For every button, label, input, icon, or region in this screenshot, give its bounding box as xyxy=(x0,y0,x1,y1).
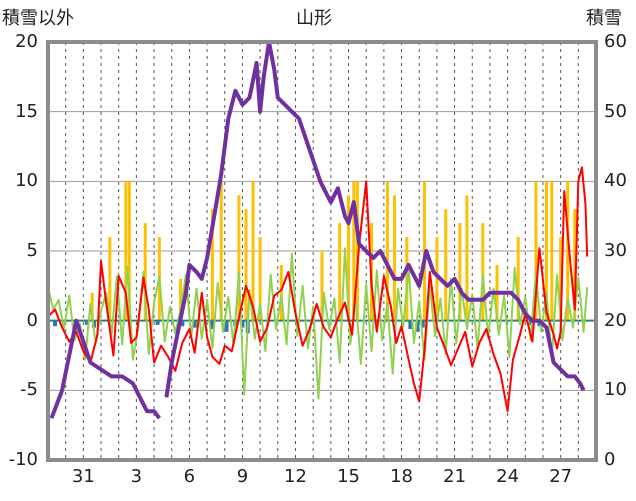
precipitation-bar xyxy=(355,181,359,321)
sunshine-bar xyxy=(210,320,215,330)
right-tick-label: 30 xyxy=(604,240,627,261)
sunshine-bar xyxy=(180,320,185,327)
precipitation-bar xyxy=(481,223,485,321)
precipitation-bar xyxy=(251,181,255,321)
x-tick-label: 3 xyxy=(130,466,143,487)
temperature-line xyxy=(47,166,589,413)
precipitation-bar xyxy=(338,223,342,321)
precipitation-bar xyxy=(545,181,549,321)
right-tick-label: 10 xyxy=(604,379,627,401)
precipitation-bar xyxy=(179,278,183,321)
precipitation-bar xyxy=(566,181,570,321)
precipitation-bar xyxy=(435,237,439,321)
plot-frame xyxy=(46,40,598,462)
precipitation-bar xyxy=(219,181,223,321)
precipitation-bar xyxy=(573,209,577,321)
precipitation-bar xyxy=(516,237,520,321)
precipitation-bar xyxy=(534,181,538,321)
x-tick-label: 12 xyxy=(284,466,307,487)
precipitation-bar xyxy=(465,195,469,321)
precipitation-bar xyxy=(127,181,131,321)
precipitation-bar xyxy=(352,181,356,321)
precipitation-bar xyxy=(237,195,241,321)
sunshine-bar xyxy=(240,320,245,328)
right-tick-label: 50 xyxy=(604,100,627,122)
x-tick-label: 24 xyxy=(496,466,520,487)
sunshine-bar xyxy=(408,320,413,330)
sunshine-bar xyxy=(84,320,89,325)
precipitation-bar xyxy=(392,195,396,321)
left-tick-label: 0 xyxy=(26,309,38,331)
precipitation-bar xyxy=(90,292,94,321)
right-tick-label: 0 xyxy=(604,449,616,470)
precipitation-bar xyxy=(108,237,112,321)
precipitation-bar xyxy=(124,181,128,321)
precipitation-bar xyxy=(385,181,389,321)
precipitation-bar xyxy=(279,264,283,321)
x-tick-label: 31 xyxy=(71,466,95,487)
right-tick-label: 40 xyxy=(604,170,627,192)
left-tick-label: -5 xyxy=(20,379,38,401)
precipitation-bar xyxy=(347,195,351,321)
precipitation-bar xyxy=(244,209,248,321)
precipitation-bar xyxy=(444,209,448,321)
sunshine-bar xyxy=(420,320,425,328)
x-tick-label: 27 xyxy=(549,466,573,487)
x-tick-label: 21 xyxy=(443,466,467,487)
left-tick-label: 15 xyxy=(15,100,38,122)
precipitation-bar xyxy=(559,237,563,321)
right-axis-title: 積雪 xyxy=(586,8,622,29)
left-axis-title: 積雪以外 xyxy=(2,8,74,29)
right-tick-label: 20 xyxy=(604,309,627,331)
precipitation-bar xyxy=(550,181,554,321)
x-tick-label: 15 xyxy=(337,466,360,487)
sunshine-bar xyxy=(53,320,58,327)
snow-depth-line xyxy=(49,40,586,420)
right-tick-label: 60 xyxy=(604,31,627,52)
x-tick-label: 18 xyxy=(390,466,413,487)
series-lines xyxy=(47,40,589,420)
sunshine-bar xyxy=(415,320,420,332)
x-tick-label: 6 xyxy=(183,466,196,487)
precipitation-bar xyxy=(258,237,262,321)
left-tick-label: -10 xyxy=(8,449,38,470)
sunshine-bar xyxy=(192,320,197,328)
precipitation-bar xyxy=(458,223,462,321)
left-tick-label: 5 xyxy=(26,240,38,261)
sunshine-bar xyxy=(155,320,160,325)
precipitation-bar xyxy=(320,251,324,321)
precipitation-bars xyxy=(90,181,577,321)
sunshine-bar xyxy=(528,320,533,325)
x-tick-label: 9 xyxy=(236,466,249,487)
precipitation-bar xyxy=(143,223,147,321)
sunshine-bar xyxy=(224,320,229,332)
precipitation-bar xyxy=(210,209,214,321)
left-tick-label: 10 xyxy=(15,170,38,192)
left-tick-label: 20 xyxy=(15,31,38,52)
chart-title: 山形 xyxy=(296,8,332,29)
